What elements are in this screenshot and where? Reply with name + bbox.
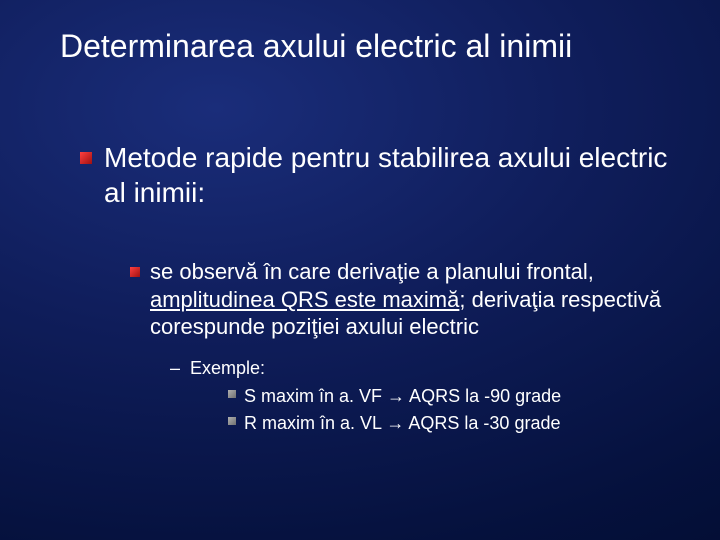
examples-label: Exemple: <box>190 358 265 378</box>
underlined-text: amplitudinea QRS este maximă <box>150 287 459 312</box>
square-bullet-icon <box>130 267 140 277</box>
square-bullet-icon <box>80 152 92 164</box>
text-segment: se observă în care derivaţie a planului … <box>150 259 594 284</box>
level1-text: Metode rapide pentru stabilirea axului e… <box>104 140 670 210</box>
list-item: R maxim în a. VL → AQRS la -30 grade <box>228 411 561 435</box>
list-item: Metode rapide pentru stabilirea axului e… <box>80 140 670 210</box>
bullet-level-3: – Exemple: S maxim în a. VF → AQRS la -9… <box>170 356 670 439</box>
bullet-level-4: S maxim în a. VF → AQRS la -90 grade R m… <box>228 384 561 435</box>
bullet-level-2: se observă în care derivaţie a planului … <box>130 258 670 341</box>
list-item: se observă în care derivaţie a planului … <box>130 258 670 341</box>
square-bullet-icon <box>228 417 236 425</box>
dash-bullet-icon: – <box>170 356 180 437</box>
level2-text: se observă în care derivaţie a planului … <box>150 258 670 341</box>
list-item: – Exemple: S maxim în a. VF → AQRS la -9… <box>170 356 670 437</box>
square-bullet-icon <box>228 390 236 398</box>
bullet-level-1: Metode rapide pentru stabilirea axului e… <box>80 140 670 210</box>
example-text: R maxim în a. VL → AQRS la -30 grade <box>244 411 560 435</box>
list-item: S maxim în a. VF → AQRS la -90 grade <box>228 384 561 408</box>
level3-content: Exemple: S maxim în a. VF → AQRS la -90 … <box>190 356 561 437</box>
slide-title: Determinarea axului electric al inimii <box>60 28 680 65</box>
example-text: S maxim în a. VF → AQRS la -90 grade <box>244 384 561 408</box>
